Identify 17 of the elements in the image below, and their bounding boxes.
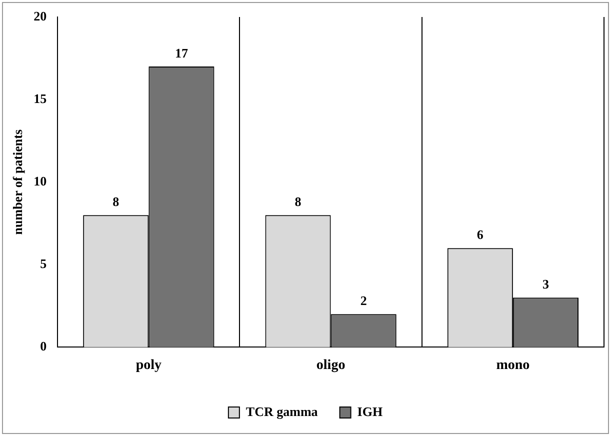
- x-tick-label: poly: [136, 358, 162, 374]
- data-label: 3: [542, 276, 550, 292]
- legend-label: TCR gamma: [246, 404, 318, 419]
- y-tick-label: 5: [40, 256, 48, 272]
- data-label: 6: [476, 227, 484, 242]
- y-axis-title: number of patients: [10, 129, 26, 235]
- legend-label: IGH: [357, 404, 383, 419]
- data-label: 8: [294, 194, 302, 209]
- y-tick-label: 10: [34, 173, 47, 188]
- data-label: 17: [174, 45, 188, 60]
- data-label: 2: [360, 293, 367, 308]
- x-tick-label: oligo: [316, 358, 346, 374]
- data-label: 8: [112, 194, 120, 209]
- x-tick-label: mono: [496, 358, 530, 374]
- y-tick-label: 15: [34, 90, 48, 106]
- y-tick-label: 20: [34, 8, 47, 24]
- y-tick-label: 0: [40, 338, 47, 354]
